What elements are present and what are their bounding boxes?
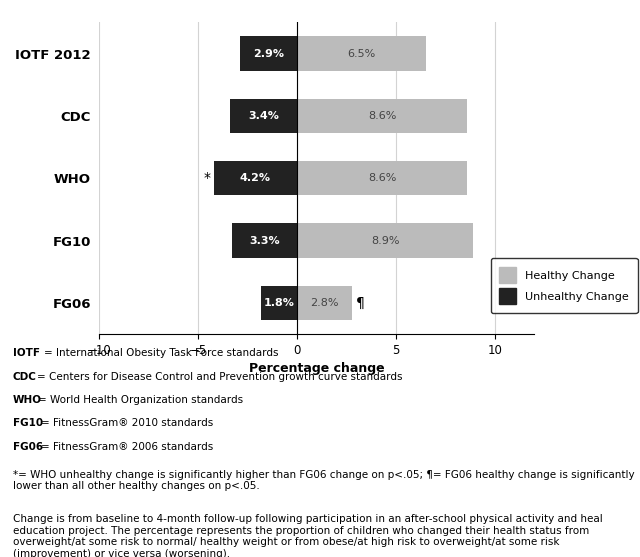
Bar [297,99,467,133]
Text: = Centers for Disease Control and Prevention growth curve standards: = Centers for Disease Control and Preven… [37,372,403,382]
Bar [232,223,297,258]
Bar [297,36,426,71]
Legend: Healthy Change, Unhealthy Change: Healthy Change, Unhealthy Change [491,258,637,313]
Text: FG10: FG10 [13,418,43,428]
Text: 8.6%: 8.6% [368,173,396,183]
Text: IOTF: IOTF [13,348,40,358]
Text: = FitnessGram® 2010 standards: = FitnessGram® 2010 standards [41,418,213,428]
Text: 3.4%: 3.4% [248,111,279,121]
Text: FG06: FG06 [13,442,43,452]
Text: 8.9%: 8.9% [371,236,399,246]
Bar [239,36,297,71]
Bar [214,161,297,196]
Text: CDC: CDC [13,372,36,382]
Bar [297,161,467,196]
Text: WHO: WHO [13,395,42,405]
Bar [297,286,353,320]
Text: 8.6%: 8.6% [368,111,396,121]
Text: 3.3%: 3.3% [249,236,280,246]
Text: 1.8%: 1.8% [264,298,294,308]
Text: 2.8%: 2.8% [310,298,339,308]
Bar [230,99,297,133]
Text: = International Obesity Task Force standards: = International Obesity Task Force stand… [44,348,278,358]
Text: ¶: ¶ [356,296,365,310]
Text: 2.9%: 2.9% [253,48,284,58]
Text: = FitnessGram® 2006 standards: = FitnessGram® 2006 standards [41,442,213,452]
Text: 4.2%: 4.2% [240,173,271,183]
Text: *= WHO unhealthy change is significantly higher than FG06 change on p<.05; ¶= FG: *= WHO unhealthy change is significantly… [13,470,634,491]
Bar [297,223,473,258]
Text: = World Health Organization standards: = World Health Organization standards [38,395,244,405]
Bar [261,286,297,320]
X-axis label: Percentage change: Percentage change [249,363,385,375]
Text: Change is from baseline to 4-month follow-up following participation in an after: Change is from baseline to 4-month follo… [13,514,602,557]
Text: *: * [204,171,211,185]
Text: 6.5%: 6.5% [347,48,376,58]
